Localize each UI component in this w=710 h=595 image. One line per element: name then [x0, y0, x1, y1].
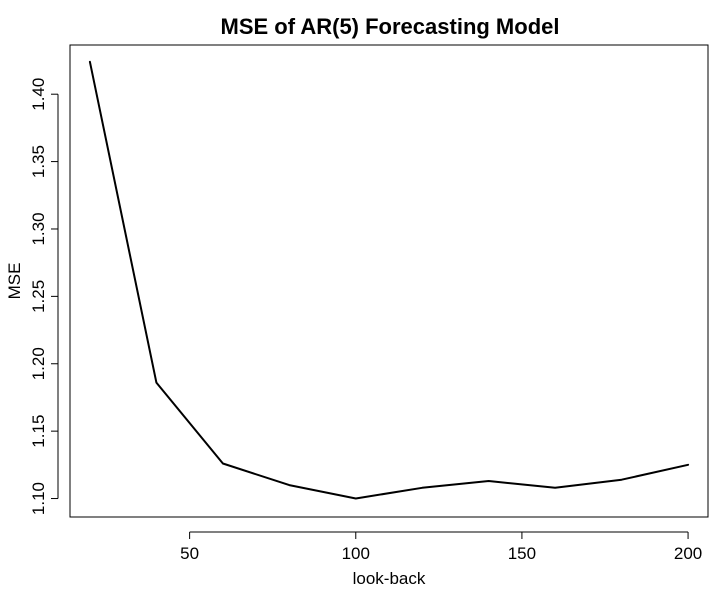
y-tick-label: 1.20	[29, 347, 48, 380]
chart-title: MSE of AR(5) Forecasting Model	[221, 14, 560, 39]
y-tick-label: 1.15	[29, 415, 48, 448]
y-axis: 1.10 1.15 1.20 1.25 1.30 1.35 1.40	[29, 78, 59, 515]
y-tick-label: 1.10	[29, 482, 48, 515]
x-tick-label: 200	[674, 544, 702, 563]
x-tick-label: 100	[342, 544, 370, 563]
plot-box	[69, 44, 709, 518]
series-line	[88, 60, 690, 500]
x-tick-label: 150	[508, 544, 536, 563]
y-tick-label: 1.25	[29, 280, 48, 313]
y-tick-label: 1.30	[29, 212, 48, 245]
y-tick-label: 1.35	[29, 145, 48, 178]
x-tick-label: 50	[180, 544, 199, 563]
series-group	[88, 60, 690, 500]
y-axis-label: MSE	[5, 263, 24, 300]
y-tick-label: 1.40	[29, 78, 48, 111]
x-axis: 50 100 150 200	[180, 531, 702, 563]
x-axis-label: look-back	[353, 569, 426, 588]
